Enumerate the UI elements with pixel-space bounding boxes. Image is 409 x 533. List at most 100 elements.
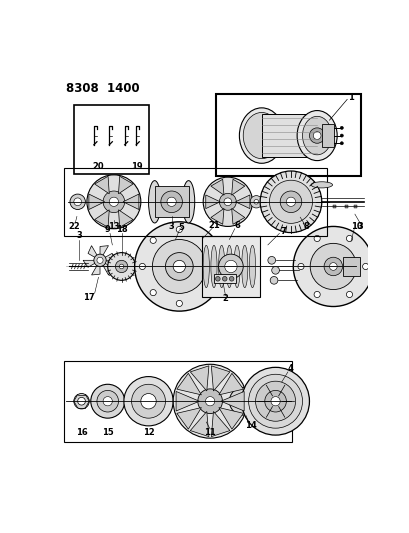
Circle shape [296, 278, 300, 282]
Bar [124, 126, 128, 146]
Text: 1: 1 [347, 93, 353, 102]
Ellipse shape [297, 110, 336, 160]
Text: 16: 16 [76, 427, 87, 437]
Text: 12: 12 [142, 427, 154, 437]
Circle shape [203, 177, 252, 227]
Circle shape [292, 227, 373, 306]
Circle shape [260, 171, 321, 232]
Circle shape [312, 132, 320, 140]
Circle shape [124, 377, 173, 426]
Bar [64, 168, 326, 236]
Polygon shape [175, 391, 199, 411]
Circle shape [74, 393, 89, 409]
Bar [321, 124, 333, 147]
Polygon shape [220, 391, 244, 411]
Bar [64, 361, 291, 442]
Text: 3: 3 [357, 222, 362, 231]
Text: 8: 8 [303, 222, 308, 231]
Polygon shape [176, 408, 201, 429]
Circle shape [267, 256, 275, 264]
Circle shape [346, 236, 352, 241]
Circle shape [165, 253, 193, 280]
Ellipse shape [243, 112, 279, 159]
Circle shape [97, 391, 118, 412]
Polygon shape [94, 176, 109, 194]
Polygon shape [210, 179, 223, 195]
Circle shape [297, 263, 303, 270]
Polygon shape [218, 408, 243, 429]
Circle shape [215, 277, 220, 281]
Circle shape [139, 263, 145, 270]
Polygon shape [190, 366, 209, 391]
Polygon shape [205, 195, 220, 208]
Circle shape [224, 260, 236, 273]
Circle shape [362, 263, 368, 270]
Circle shape [254, 199, 258, 204]
Bar [171, 246, 175, 253]
Text: 2: 2 [222, 294, 228, 303]
Circle shape [313, 292, 319, 297]
Circle shape [339, 126, 342, 130]
Circle shape [77, 398, 85, 405]
Polygon shape [123, 194, 139, 209]
Bar [202, 236, 260, 297]
Ellipse shape [148, 181, 160, 223]
Text: 18: 18 [115, 225, 127, 234]
Text: 6: 6 [234, 221, 239, 230]
Ellipse shape [302, 116, 331, 155]
Circle shape [313, 236, 319, 241]
Polygon shape [118, 210, 133, 227]
Circle shape [140, 393, 156, 409]
Text: 22: 22 [68, 222, 79, 231]
Circle shape [255, 381, 295, 421]
Bar [135, 126, 140, 146]
Text: 17: 17 [83, 293, 95, 302]
Circle shape [248, 374, 302, 428]
Circle shape [173, 364, 247, 438]
Text: 5: 5 [178, 223, 184, 232]
Circle shape [339, 142, 342, 145]
Polygon shape [231, 179, 244, 195]
Ellipse shape [249, 245, 255, 288]
Polygon shape [89, 194, 104, 209]
Circle shape [150, 237, 156, 244]
Circle shape [176, 301, 182, 306]
Bar [108, 126, 113, 146]
Text: 13: 13 [108, 222, 119, 231]
Polygon shape [235, 195, 249, 208]
Polygon shape [211, 366, 229, 391]
Ellipse shape [182, 181, 194, 223]
Text: 11: 11 [204, 427, 216, 437]
Polygon shape [100, 260, 112, 275]
Circle shape [297, 268, 302, 273]
Bar [261, 114, 317, 157]
Circle shape [346, 292, 352, 297]
Circle shape [235, 393, 250, 409]
Circle shape [270, 397, 279, 406]
Polygon shape [100, 246, 108, 260]
Polygon shape [88, 246, 100, 260]
Text: 9: 9 [105, 225, 110, 234]
Text: 20: 20 [92, 162, 104, 171]
Text: 3: 3 [76, 231, 82, 240]
Circle shape [270, 277, 277, 284]
Circle shape [103, 397, 112, 406]
Circle shape [176, 227, 182, 232]
Circle shape [150, 289, 156, 296]
Circle shape [229, 277, 234, 281]
Bar [93, 126, 97, 146]
Ellipse shape [234, 245, 240, 288]
Text: 3: 3 [169, 222, 174, 231]
Ellipse shape [210, 245, 216, 288]
Circle shape [240, 398, 246, 405]
Circle shape [293, 258, 298, 263]
Circle shape [271, 266, 279, 274]
Circle shape [310, 244, 355, 289]
Bar [74, 105, 149, 174]
Circle shape [152, 239, 206, 294]
Circle shape [279, 191, 301, 213]
Bar [216, 94, 360, 175]
Circle shape [202, 237, 208, 244]
Ellipse shape [241, 245, 247, 288]
Polygon shape [100, 253, 117, 260]
